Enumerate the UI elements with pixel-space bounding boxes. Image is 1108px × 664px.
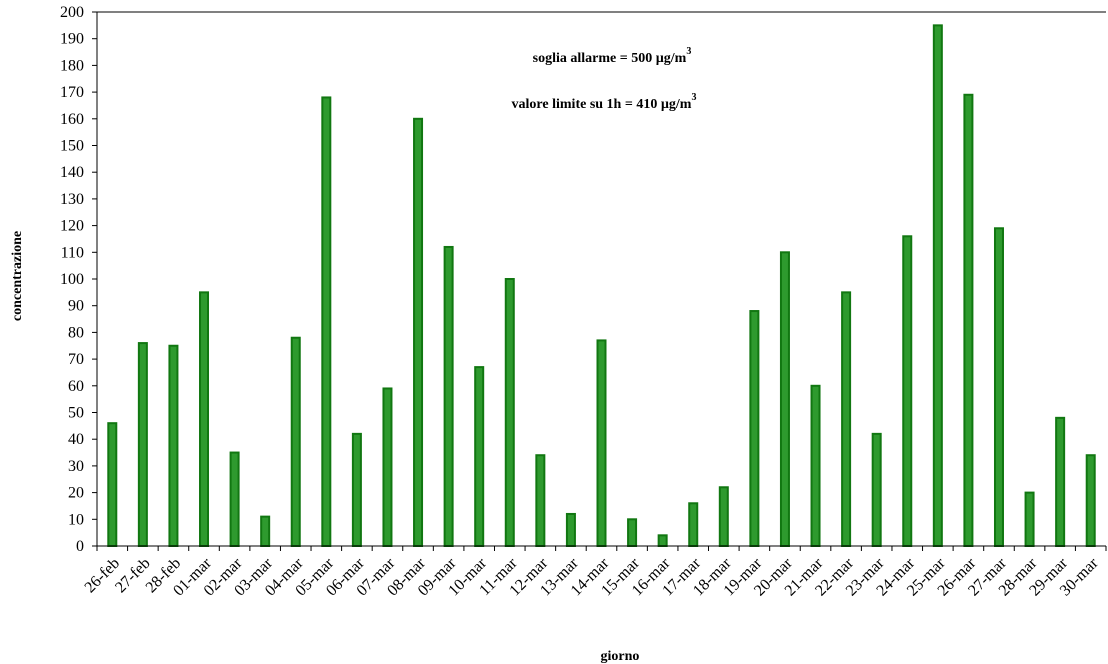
bar-04-mar <box>290 336 301 547</box>
bar-30-mar <box>1085 454 1096 547</box>
y-tick-label: 110 <box>61 244 84 261</box>
bar-25-mar <box>932 24 943 548</box>
y-tick-label: 30 <box>68 458 84 475</box>
y-tick-label: 120 <box>60 218 84 235</box>
y-tick-label: 150 <box>60 138 84 155</box>
bar-23-mar <box>871 432 882 547</box>
y-tick-label: 190 <box>60 31 84 48</box>
bar-27-mar <box>993 227 1004 548</box>
y-tick-label: 50 <box>68 405 84 422</box>
bar-28-mar <box>1024 491 1035 548</box>
bar-05-mar <box>321 96 332 547</box>
bar-10-mar <box>474 366 485 547</box>
bar-16-mar <box>657 534 668 548</box>
y-tick-label: 180 <box>60 57 84 74</box>
bar-12-mar <box>535 454 546 547</box>
y-tick-label: 130 <box>60 191 84 208</box>
bar-22-mar <box>841 291 852 547</box>
y-tick-label: 100 <box>60 271 84 288</box>
bar-09-mar <box>443 245 454 548</box>
y-tick-label: 90 <box>68 298 84 315</box>
bar-08-mar <box>413 117 424 548</box>
bar-27-feb <box>137 342 148 547</box>
bar-29-mar <box>1055 416 1066 547</box>
annotation-alarm-threshold: soglia allarme = 500 µg/m3 <box>533 46 692 66</box>
bar-26-mar <box>963 93 974 548</box>
bar-01-mar <box>199 291 210 547</box>
y-tick-label: 20 <box>68 485 84 502</box>
bar-03-mar <box>260 515 271 548</box>
bar-15-mar <box>627 518 638 547</box>
annotation-hourly-limit: valore limite su 1h = 410 µg/m3 <box>512 92 697 112</box>
y-tick-label: 80 <box>68 324 84 341</box>
y-axis-title: concentrazione <box>10 231 25 321</box>
x-ticks-group: 26-feb27-feb28-feb01-mar02-mar03-mar04-m… <box>82 546 1107 599</box>
x-axis-title: giorno <box>601 649 640 664</box>
y-tick-label: 200 <box>60 4 84 21</box>
bars-group <box>107 24 1096 548</box>
bar-17-mar <box>688 502 699 547</box>
bar-20-mar <box>779 251 790 548</box>
bar-19-mar <box>749 310 760 548</box>
y-tick-label: 70 <box>68 351 84 368</box>
bar-28-feb <box>168 344 179 547</box>
bar-07-mar <box>382 387 393 547</box>
bar-14-mar <box>596 339 607 547</box>
y-tick-label: 160 <box>60 111 84 128</box>
bar-18-mar <box>718 486 729 548</box>
bar-21-mar <box>810 384 821 547</box>
bar-26-feb <box>107 422 118 547</box>
y-ticks-group: 0 10 20 30 40 50 60 70 80 90 100 110 120 130 140 150 160… <box>60 4 97 555</box>
bar-06-mar <box>351 432 362 547</box>
bar-24-mar <box>902 235 913 547</box>
y-tick-label: 10 <box>68 511 84 528</box>
y-tick-label: 170 <box>60 84 84 101</box>
bar-13-mar <box>565 512 576 548</box>
y-tick-label: 140 <box>60 164 84 181</box>
y-tick-label: 40 <box>68 431 84 448</box>
y-tick-label: 0 <box>76 538 84 555</box>
bar-02-mar <box>229 451 240 547</box>
y-tick-label: 60 <box>68 378 84 395</box>
bar-11-mar <box>504 278 515 547</box>
